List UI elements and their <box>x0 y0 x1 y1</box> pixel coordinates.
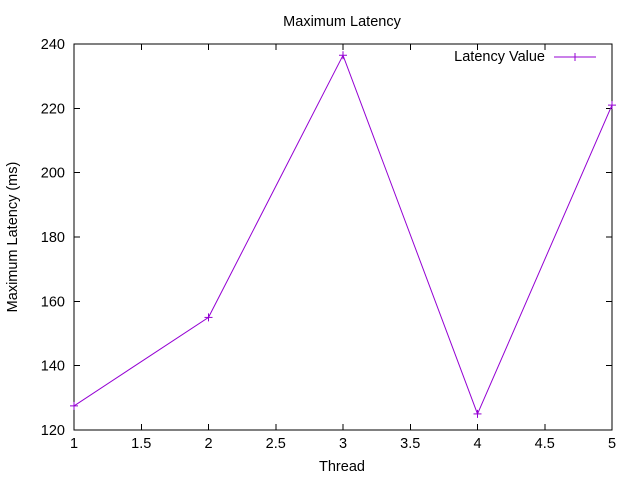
data-point-marker <box>204 313 213 322</box>
y-tick-label: 200 <box>41 166 65 182</box>
y-tick-label: 180 <box>41 230 65 246</box>
x-tick-label: 5 <box>608 436 616 452</box>
x-tick-label: 1.5 <box>131 436 151 452</box>
y-tick-label: 120 <box>41 423 65 439</box>
plot-frame <box>73 43 613 431</box>
y-tick-label: 140 <box>41 359 65 375</box>
legend-sample-latency-value <box>554 53 596 61</box>
x-axis-label: Thread <box>319 459 365 475</box>
x-tick-label: 2.5 <box>266 436 286 452</box>
x-axis: 1 1.5 2 2.5 3 3.5 4 4.5 5 <box>70 44 616 452</box>
data-point-marker <box>473 409 482 418</box>
series-layer <box>70 51 616 418</box>
data-point-marker <box>339 51 347 60</box>
y-axis-label: Maximum Latency (ms) <box>5 162 21 313</box>
data-point-marker <box>70 401 78 410</box>
y-tick-label: 160 <box>41 294 65 310</box>
x-tick-label: 4.5 <box>535 436 555 452</box>
legend: Latency Value <box>454 49 596 65</box>
y-axis: 120 140 160 180 200 220 240 <box>41 37 612 439</box>
y-tick-label: 220 <box>41 101 65 117</box>
series-line-latency-value <box>73 54 613 416</box>
x-tick-label: 1 <box>70 436 78 452</box>
legend-label-latency-value: Latency Value <box>454 49 545 65</box>
x-tick-label: 3 <box>339 436 347 452</box>
x-tick-label: 4 <box>473 436 481 452</box>
data-point-marker <box>608 101 616 110</box>
y-tick-label: 240 <box>41 37 65 53</box>
x-tick-label: 2 <box>204 436 212 452</box>
x-tick-label: 3.5 <box>400 436 420 452</box>
chart-title: Maximum Latency <box>283 14 401 30</box>
